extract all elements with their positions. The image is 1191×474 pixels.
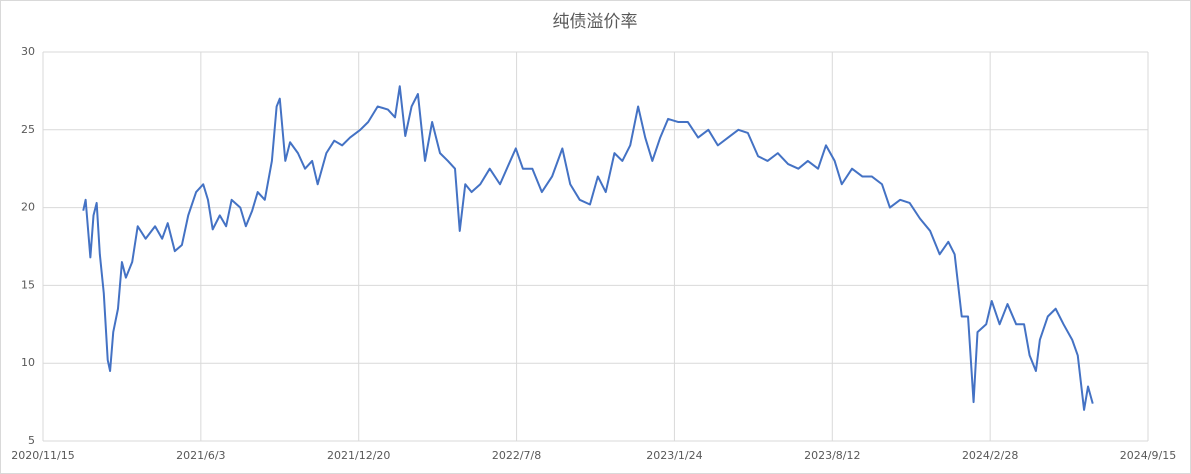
- x-tick-label: 2024/9/15: [1120, 449, 1176, 462]
- y-tick-label: 20: [21, 201, 35, 214]
- x-tick-label: 2023/8/12: [804, 449, 860, 462]
- y-tick-label: 15: [21, 278, 35, 291]
- y-tick-label: 25: [21, 123, 35, 136]
- x-tick-label: 2021/6/3: [176, 449, 225, 462]
- y-tick-label: 10: [21, 356, 35, 369]
- y-tick-label: 30: [21, 45, 35, 58]
- x-tick-label: 2021/12/20: [327, 449, 390, 462]
- x-tick-label: 2022/7/8: [492, 449, 541, 462]
- x-tick-label: 2024/2/28: [962, 449, 1018, 462]
- chart-title: 纯债溢价率: [553, 12, 638, 32]
- y-tick-label: 5: [28, 434, 35, 447]
- line-series: [82, 85, 1094, 411]
- x-tick-label: 2023/1/24: [646, 449, 702, 462]
- x-tick-label: 2020/11/15: [11, 449, 74, 462]
